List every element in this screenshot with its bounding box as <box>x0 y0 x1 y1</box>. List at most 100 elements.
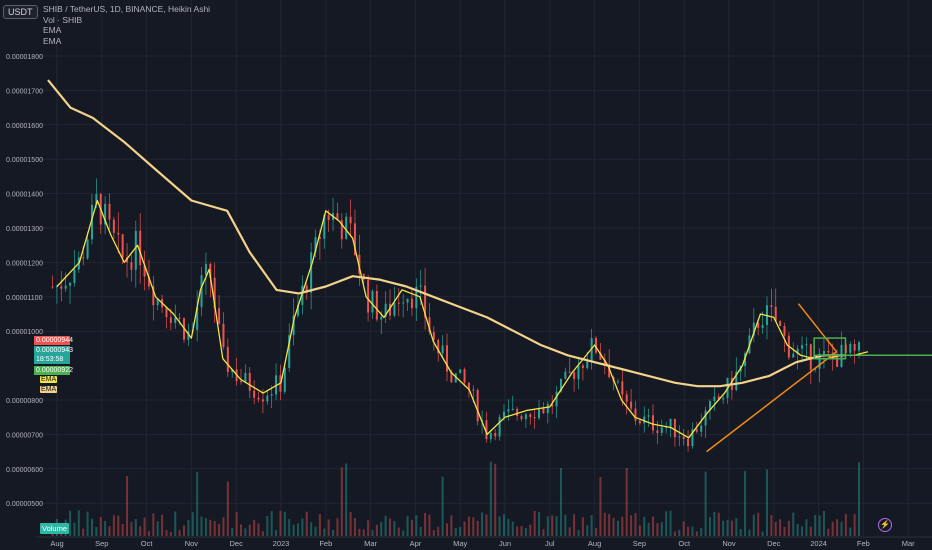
volume-bar <box>327 519 330 536</box>
volume-bar <box>809 526 812 536</box>
candle-body <box>283 367 286 392</box>
candle-body <box>638 420 641 424</box>
volume-bar <box>446 523 449 536</box>
volume-bar <box>275 530 278 536</box>
volume-bar <box>200 516 203 536</box>
volume-bar <box>516 526 519 536</box>
candle-body <box>301 285 304 305</box>
indicator-ema-slow[interactable]: EMA <box>43 35 62 46</box>
candle-body <box>305 285 308 293</box>
volume-bar <box>498 516 501 536</box>
volume-bar <box>735 518 738 536</box>
volume-bar <box>397 527 400 536</box>
candle-body <box>533 417 536 419</box>
volume-bar <box>647 522 650 536</box>
volume-bar <box>130 522 133 536</box>
candle-body <box>621 381 624 395</box>
volume-bar <box>437 526 440 536</box>
ema-slow-tag: EMA <box>40 386 58 393</box>
volume-bar <box>507 518 510 536</box>
candle-body <box>121 234 124 258</box>
volume-bar <box>682 521 685 536</box>
candle-body <box>380 316 383 320</box>
candle-body <box>393 302 396 316</box>
candle-body <box>174 317 177 323</box>
lightning-icon[interactable]: ⚡ <box>878 518 892 532</box>
ema-slow-line <box>47 79 846 388</box>
candle-body <box>792 353 795 358</box>
candle-body <box>253 390 256 398</box>
volume-bar <box>296 523 299 536</box>
volume-bar <box>432 529 435 536</box>
candle-body <box>402 302 405 304</box>
volume-bar <box>152 513 155 536</box>
candle-body <box>419 285 422 287</box>
volume-label: Volume <box>40 523 70 534</box>
candle-body <box>178 317 181 319</box>
volume-bar <box>717 512 720 536</box>
x-tick-label: Feb <box>319 539 332 548</box>
volume-bar <box>858 462 861 536</box>
volume-bar <box>147 531 150 536</box>
volume-bar <box>669 510 672 536</box>
candle-body <box>126 257 129 263</box>
candle-body <box>489 432 492 440</box>
candle-body <box>779 321 782 327</box>
candle-body <box>529 414 532 418</box>
candle-body <box>494 432 497 437</box>
triangle-lower-line <box>706 351 837 453</box>
volume-bar <box>467 516 470 536</box>
volume-bar <box>634 513 637 536</box>
volume-bar <box>288 519 291 536</box>
volume-bar <box>757 512 760 536</box>
currency-button[interactable]: USDT <box>3 5 38 19</box>
volume-bar <box>603 512 606 536</box>
volume-bar <box>529 524 532 536</box>
candle-body <box>261 399 264 402</box>
y-tick-label: 0.00001100 <box>6 295 43 302</box>
candle-body <box>459 369 462 374</box>
candle-body <box>196 307 199 330</box>
time-axis: Aug Sep Oct Nov Dec 2023 Feb Mar Apr May Jun Jul Aug… <box>36 536 932 548</box>
candle-body <box>704 410 707 426</box>
candle-body <box>577 365 580 380</box>
volume-bar <box>726 520 729 536</box>
candle-body <box>454 373 457 383</box>
candle-body <box>752 322 755 336</box>
volume-bar <box>787 520 790 536</box>
volume-bar <box>796 523 799 536</box>
volume-bar <box>511 521 514 536</box>
candle-body <box>608 364 611 378</box>
candle-body <box>406 298 409 303</box>
volume-bar <box>239 524 242 536</box>
x-tick-label: May <box>453 539 467 548</box>
volume-bar <box>520 525 523 536</box>
volume-bar <box>533 511 536 536</box>
volume-bar <box>485 514 488 536</box>
indicator-ema-fast[interactable]: EMA <box>43 25 62 35</box>
y-tick-label: 0.00000700 <box>6 432 43 439</box>
volume-bar <box>428 514 431 536</box>
candle-body <box>818 353 821 369</box>
volume-bar <box>178 530 181 536</box>
volume-bar <box>349 511 352 536</box>
candlesticks <box>51 178 861 452</box>
candle-body <box>292 315 295 336</box>
candle-body <box>231 369 234 373</box>
y-tick-label: 0.00000600 <box>6 467 43 474</box>
candle-body <box>546 403 549 414</box>
volume-bar <box>665 511 668 536</box>
volume-bar <box>204 518 207 536</box>
candle-body <box>542 408 545 414</box>
chart-title[interactable]: SHIB / TetherUS, 1D, BINANCE, Heikin Ash… <box>43 4 211 14</box>
indicator-volume[interactable]: Vol · SHIB <box>43 14 83 25</box>
volume-bar <box>209 519 212 536</box>
volume-bar <box>95 527 98 536</box>
candle-body <box>467 382 470 390</box>
candle-body <box>82 257 85 259</box>
candle-body <box>104 203 107 225</box>
candle-body <box>349 216 352 224</box>
volume-bar <box>774 521 777 536</box>
candle-body <box>520 416 523 420</box>
